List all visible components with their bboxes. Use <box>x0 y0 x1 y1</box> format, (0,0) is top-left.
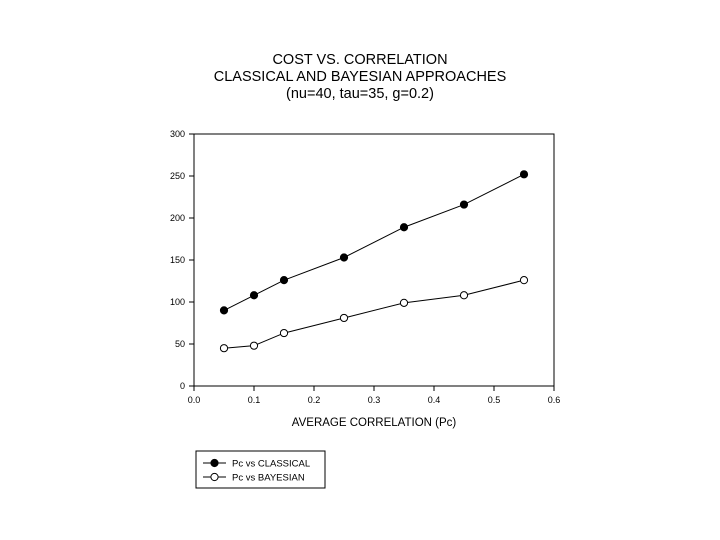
x-axis-ticks: 0.0 0.1 0.2 0.3 0.4 0.5 0.6 <box>188 386 561 405</box>
chart-subtitle: CLASSICAL AND BAYESIAN APPROACHES <box>213 69 507 85</box>
y-tick-label: 200 <box>170 213 185 223</box>
legend-marker-classical <box>210 458 219 468</box>
y-tick-label: 300 <box>170 129 185 139</box>
y-tick-label: 50 <box>175 339 185 349</box>
x-tick-label: 0.6 <box>548 395 561 405</box>
x-tick-label: 0.5 <box>488 395 501 405</box>
data-point-classical <box>399 223 409 232</box>
data-point-classical <box>459 200 469 209</box>
data-point-bayesian <box>219 344 229 353</box>
x-axis-title: AVERAGE CORRELATION (Pc) <box>292 417 457 429</box>
legend: Pc vs CLASSICAL Pc vs BAYESIAN <box>195 450 326 489</box>
legend-label-classical: Pc vs CLASSICAL <box>232 459 310 470</box>
y-tick-label: 250 <box>170 171 185 181</box>
series-line-classical <box>223 173 525 311</box>
x-tick-label: 0.3 <box>368 395 381 405</box>
legend-label-bayesian: Pc vs BAYESIAN <box>232 473 305 484</box>
data-point-classical <box>279 276 289 285</box>
y-tick-label: 150 <box>170 255 185 265</box>
x-tick-label: 0.0 <box>188 395 201 405</box>
legend-marker-bayesian <box>210 472 219 482</box>
data-point-bayesian <box>249 341 259 350</box>
data-point-bayesian <box>339 313 349 323</box>
data-point-classical <box>339 253 349 262</box>
plot-area-frame <box>193 133 555 387</box>
data-point-bayesian <box>399 298 409 307</box>
x-tick-label: 0.2 <box>308 395 321 405</box>
chart-title: COST VS. CORRELATION <box>272 52 448 68</box>
y-tick-label: 100 <box>170 297 185 307</box>
legend-box <box>195 450 326 489</box>
chart-parameters: (nu=40, tau=35, g=0.2) <box>286 86 434 102</box>
series-line-bayesian <box>223 279 525 349</box>
y-axis-ticks: 0 50 100 150 200 250 300 <box>170 129 194 391</box>
x-tick-label: 0.4 <box>428 395 441 405</box>
data-point-bayesian <box>279 328 289 338</box>
data-point-bayesian <box>519 276 529 285</box>
data-point-bayesian <box>459 291 469 300</box>
data-point-classical <box>519 170 529 179</box>
data-point-classical <box>249 291 259 300</box>
y-tick-label: 0 <box>180 381 185 391</box>
data-point-classical <box>219 306 229 315</box>
series-layer <box>219 170 529 353</box>
x-tick-label: 0.1 <box>248 395 261 405</box>
